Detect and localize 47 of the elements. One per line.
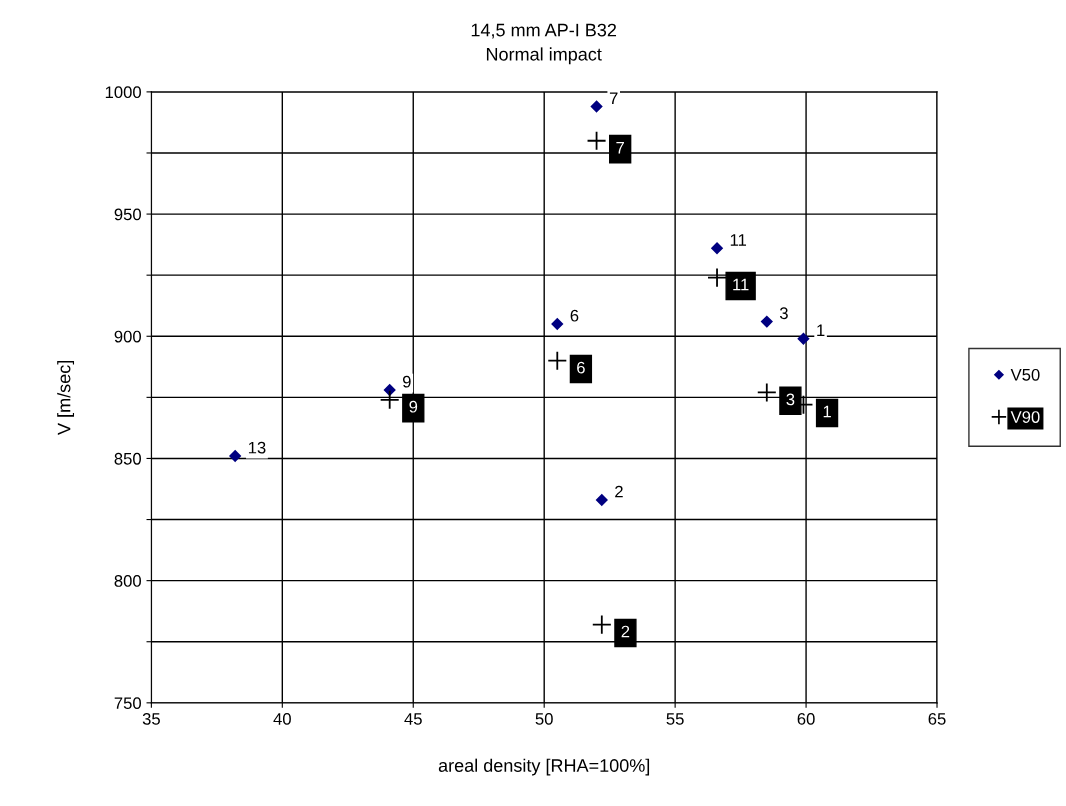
annotation: 1 xyxy=(817,324,825,337)
y-tick-label: 750 xyxy=(114,697,141,710)
y-axis-title: V [m/sec] xyxy=(57,361,75,435)
annotation: 2 xyxy=(615,485,623,498)
y-tick-label: 850 xyxy=(114,452,141,465)
x-axis-title: areal density [RHA=100%] xyxy=(438,758,650,776)
point xyxy=(797,332,810,345)
y-tick-label: 1000 xyxy=(105,86,141,99)
y-tick-label: 900 xyxy=(114,330,141,343)
legend-label: V50 xyxy=(1010,368,1040,381)
x-tick-label: 45 xyxy=(404,713,422,725)
chart-title: 14,5 mm AP-I B32 xyxy=(471,23,617,39)
x-tick-label: 55 xyxy=(666,713,684,725)
annotation: 6 xyxy=(577,361,585,374)
y-tick-label: 950 xyxy=(114,208,141,221)
annotation: 9 xyxy=(402,375,411,388)
point xyxy=(760,315,773,328)
x-tick-label: 35 xyxy=(142,712,160,725)
point xyxy=(229,450,241,462)
x-tick-label: 60 xyxy=(797,712,815,725)
point xyxy=(591,614,612,635)
x-tick-label: 65 xyxy=(928,712,946,725)
annotation: 11 xyxy=(730,234,747,246)
point xyxy=(586,130,607,151)
annotation: 9 xyxy=(409,400,418,413)
point xyxy=(551,318,564,330)
chart-subtitle: Normal impact xyxy=(486,47,602,65)
annotation: 3 xyxy=(786,393,795,406)
x-tick-label: 40 xyxy=(273,712,291,725)
point xyxy=(756,382,777,403)
annotation: 13 xyxy=(248,441,266,454)
point xyxy=(547,350,568,371)
annotation: 7 xyxy=(609,92,618,104)
point xyxy=(590,100,603,113)
y-tick-label: 800 xyxy=(114,575,141,587)
point xyxy=(707,267,727,288)
annotation: 6 xyxy=(570,309,579,322)
point xyxy=(379,389,400,410)
point xyxy=(595,494,608,506)
point xyxy=(711,242,723,255)
annotation: 11 xyxy=(733,278,749,291)
legend-label: V90 xyxy=(1010,411,1040,423)
annotation: 7 xyxy=(616,141,624,154)
annotation: 1 xyxy=(823,405,831,418)
x-tick-label: 50 xyxy=(535,712,553,725)
annotation: 3 xyxy=(779,307,788,320)
annotation: 2 xyxy=(621,625,630,638)
